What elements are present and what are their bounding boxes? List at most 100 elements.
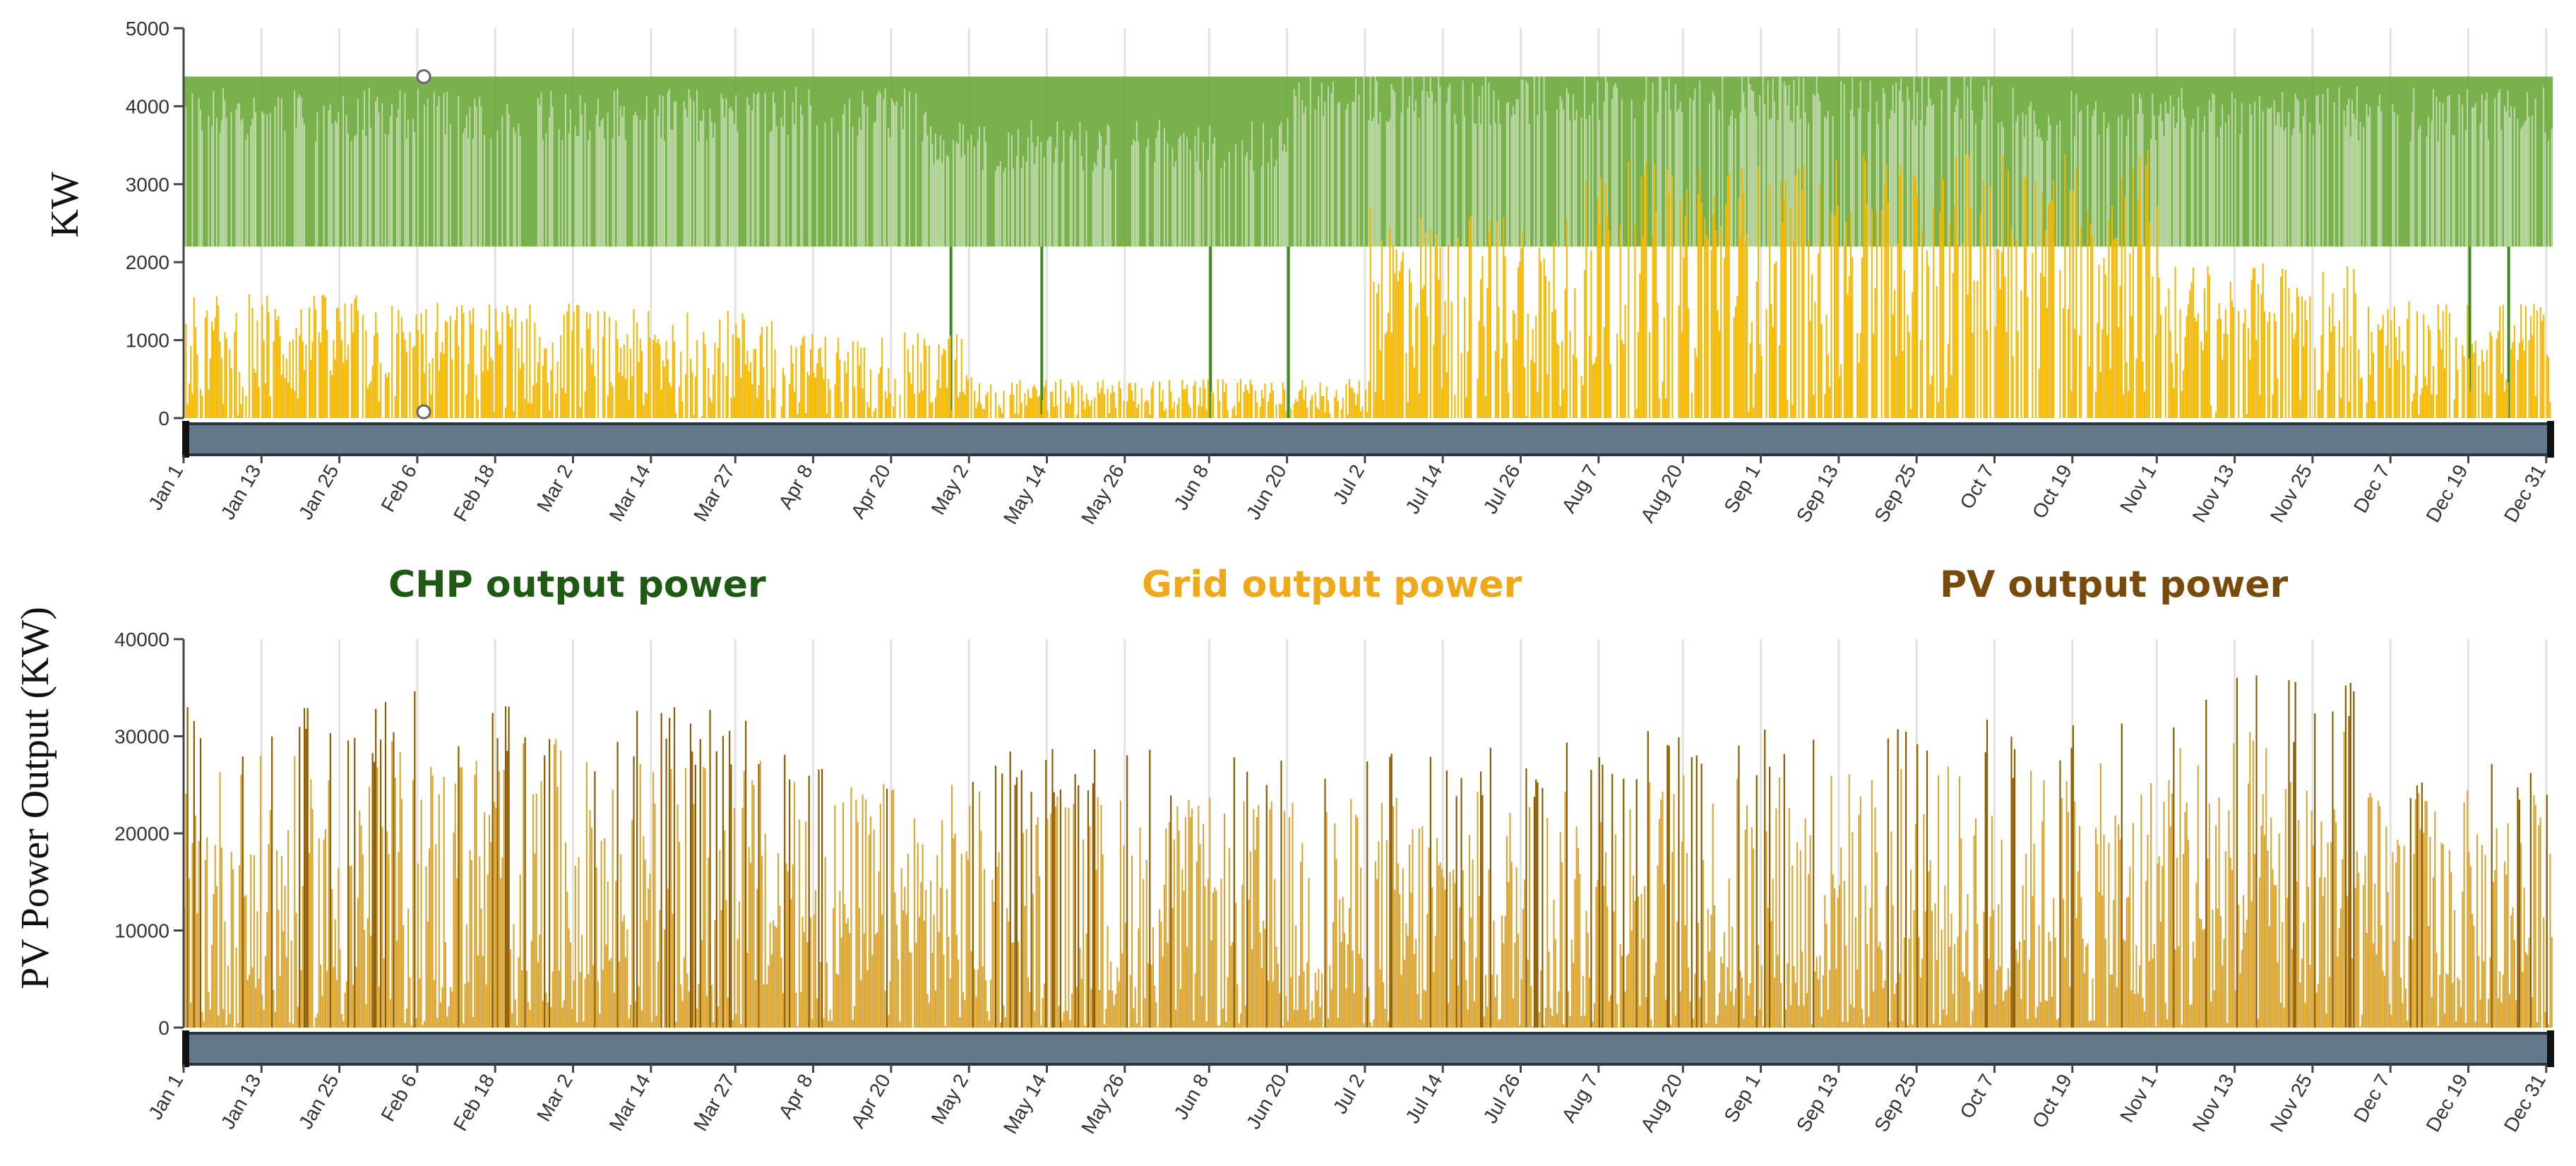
pv-bar: [244, 896, 246, 1028]
pv-bar: [1162, 956, 1164, 1028]
grid-bar: [2347, 266, 2349, 418]
grid-bar: [1623, 344, 1625, 418]
grid-bar: [2039, 273, 2041, 418]
pv-bar: [696, 1009, 698, 1028]
pv-bar: [638, 986, 640, 1028]
grid-bar: [2320, 335, 2322, 418]
chp-dip-mark: [888, 128, 890, 247]
pv-bar: [1296, 1010, 1299, 1028]
pv-bar: [615, 881, 617, 1028]
pv-peak-bar: [665, 738, 667, 1028]
pv-bar: [422, 1025, 424, 1028]
chp-dip-mark: [1253, 170, 1255, 247]
chp-dip-mark: [1522, 80, 1524, 247]
top-chart-scrollbar[interactable]: [182, 421, 2554, 458]
crosshair-marker[interactable]: [416, 69, 431, 84]
scrollbar-right-handle[interactable]: [2547, 421, 2554, 458]
pv-bar: [1383, 982, 1385, 1028]
pv-bar: [775, 927, 777, 1028]
pv-bar: [2330, 842, 2332, 1028]
pv-bar: [2125, 898, 2128, 1028]
pv-bar: [1702, 859, 1704, 1028]
pv-bar: [1071, 994, 1073, 1028]
grid-bar: [2489, 331, 2491, 418]
pv-bar: [2404, 988, 2407, 1028]
grid-bar: [1551, 311, 1554, 418]
pv-bar: [1288, 817, 1290, 1028]
scrollbar-left-handle[interactable]: [182, 1030, 189, 1067]
pv-bar: [2392, 852, 2394, 1028]
pv-bar: [865, 799, 867, 1028]
pv-bar: [368, 787, 371, 1028]
grid-bar: [1803, 165, 1805, 418]
pv-bar: [2101, 896, 2104, 1028]
chp-dip-mark: [915, 93, 917, 247]
chp-dip-mark: [782, 126, 784, 247]
chp-dip-mark: [405, 138, 407, 247]
grid-bar: [211, 321, 213, 418]
chp-dip-mark: [1606, 82, 1609, 247]
grid-bar: [2282, 268, 2284, 418]
chp-dip-mark: [962, 124, 964, 247]
chp-dip-mark: [686, 117, 688, 247]
bottom-chart-scrollbar[interactable]: [182, 1030, 2554, 1067]
pv-bar: [1457, 985, 1459, 1028]
grid-bar: [1744, 244, 1746, 418]
chp-dip-mark: [938, 158, 940, 247]
pv-bar: [482, 956, 484, 1028]
pv-bar: [717, 1006, 720, 1028]
grid-bar: [1200, 406, 1203, 418]
pv-bar: [1733, 1005, 1735, 1028]
pv-bar: [428, 848, 431, 1028]
scrollbar-left-handle[interactable]: [182, 421, 189, 458]
grid-bar: [555, 393, 557, 418]
chp-dip-mark: [1892, 84, 1894, 247]
pv-bar: [1712, 803, 1714, 1028]
pv-bar: [1316, 990, 1318, 1028]
grid-bar: [1395, 249, 1397, 418]
grid-bar: [1727, 175, 1729, 418]
pv-bar: [501, 857, 503, 1028]
chp-dip-mark: [1739, 112, 1741, 247]
chp-dip-mark: [1970, 76, 1972, 247]
chp-dip-mark: [469, 107, 471, 247]
scrollbar-track[interactable]: [182, 422, 2554, 456]
grid-bar: [1025, 405, 1027, 418]
grid-bar: [1699, 169, 1701, 418]
pv-bar: [1876, 852, 1878, 1028]
pv-bar: [446, 1016, 448, 1028]
grid-bar: [578, 305, 580, 418]
chp-dip-mark: [2312, 135, 2314, 247]
pv-bar: [571, 1009, 573, 1028]
grid-bar: [863, 347, 865, 418]
pv-peak-bar: [549, 739, 551, 1028]
chp-dip-mark: [758, 92, 760, 247]
chp-dip-mark: [424, 105, 425, 247]
pv-bar: [1128, 1027, 1130, 1028]
pv-bar: [2435, 952, 2438, 1028]
grid-bar: [1926, 250, 1928, 418]
pv-bar: [1618, 1027, 1620, 1028]
top-chart-markers[interactable]: [416, 69, 431, 420]
grid-bar: [1515, 339, 1517, 418]
crosshair-marker[interactable]: [416, 404, 431, 420]
pv-bar: [592, 965, 595, 1028]
pv-bar: [1546, 818, 1549, 1028]
pv-bar: [2034, 1018, 2037, 1028]
grid-bar: [1887, 201, 1889, 418]
scrollbar-right-handle[interactable]: [2547, 1030, 2554, 1067]
grid-bar: [261, 304, 263, 418]
scrollbar-track[interactable]: [182, 1032, 2554, 1066]
pv-bar: [2048, 932, 2050, 1028]
grid-bar: [1900, 165, 1902, 418]
pv-bar: [1443, 877, 1445, 1028]
pv-bar: [527, 1001, 530, 1028]
grid-bar: [1481, 256, 1484, 418]
grid-bar: [1324, 412, 1326, 418]
pv-bar: [2197, 765, 2199, 1028]
grid-bar: [470, 323, 472, 418]
pv-bar: [1815, 956, 1818, 1028]
pv-bar: [801, 916, 804, 1028]
pv-peak-bar: [329, 733, 331, 1028]
pv-bar: [842, 802, 845, 1028]
